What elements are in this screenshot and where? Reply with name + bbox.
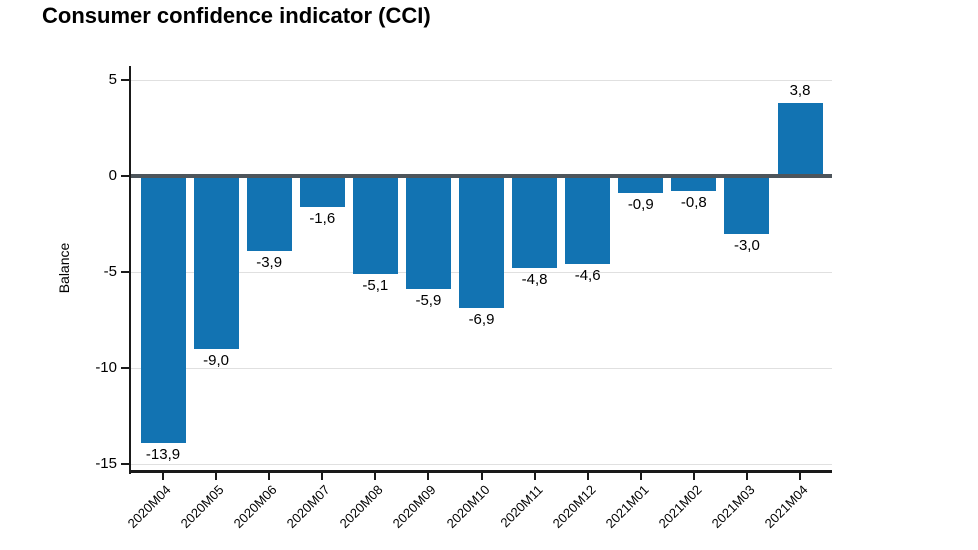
value-label: -1,6: [309, 209, 336, 227]
value-label: -5,9: [415, 292, 442, 310]
y-tick-label: -15: [95, 455, 117, 472]
bar-2020M06: [246, 176, 292, 251]
x-axis-tick: [692, 473, 695, 480]
x-tick-label: 2021M01: [602, 482, 652, 531]
value-label: -6,9: [468, 311, 495, 329]
x-tick-label: 2020M05: [177, 482, 227, 531]
chart-title: Consumer confidence indicator (CCI): [42, 3, 431, 28]
bar-2021M03: [724, 176, 770, 234]
y-axis-tick: [121, 463, 129, 465]
x-tick-label: 2020M06: [230, 482, 280, 531]
bar-2020M10: [459, 176, 504, 309]
bar-2020M07: [299, 176, 345, 207]
bar-2020M12: [565, 176, 611, 265]
bar-2020M04: [140, 176, 186, 443]
x-axis-tick: [321, 473, 324, 480]
bar-2020M08: [352, 176, 398, 274]
value-label: -3,9: [256, 253, 283, 271]
x-tick-label: 2020M08: [336, 482, 386, 531]
value-label: -9,0: [203, 351, 229, 369]
value-label: -4,6: [574, 267, 601, 285]
value-label: -0,9: [627, 196, 654, 214]
bar-2021M04: [777, 103, 823, 176]
x-tick-label: 2020M10: [443, 482, 493, 531]
x-axis-tick: [374, 473, 377, 480]
x-axis-tick: [586, 473, 589, 480]
plot-area: -13,9 -9,0 -3,9 -1,6 -5,1 -5,9 -6,9 -4,8 -4,6 -0,…: [131, 66, 832, 470]
x-tick-label: 2020M12: [549, 482, 599, 531]
value-label: -13,9: [145, 445, 181, 463]
zero-line: [131, 174, 832, 178]
y-axis-tick: [121, 175, 129, 177]
x-tick-label: 2021M03: [708, 482, 758, 531]
value-label: -4,8: [521, 271, 548, 289]
x-axis-line: [129, 470, 832, 473]
value-label: 3,8: [789, 82, 811, 100]
bar-2020M11: [512, 176, 558, 269]
gridline: [131, 368, 832, 369]
value-label: -3,0: [733, 236, 760, 254]
x-axis-tick: [639, 473, 642, 480]
x-axis-tick: [533, 473, 536, 480]
x-tick-label: 2020M09: [390, 482, 440, 531]
bar-2020M09: [405, 176, 451, 290]
y-tick-label: 0: [108, 167, 117, 184]
y-axis-tick: [121, 367, 129, 369]
x-tick-label: 2020M04: [124, 482, 174, 531]
x-axis-tick: [215, 473, 218, 480]
y-tick-label: -5: [103, 263, 117, 280]
value-label: -5,1: [362, 276, 389, 294]
x-tick-label: 2021M02: [655, 482, 705, 531]
x-axis-tick: [162, 473, 164, 480]
bar-2021M02: [671, 176, 717, 192]
bar-2021M01: [618, 176, 664, 194]
x-tick-label: 2020M07: [283, 482, 333, 531]
y-tick-label: -10: [95, 359, 117, 376]
y-axis-tick: [121, 79, 129, 81]
gridline: [131, 80, 832, 81]
x-axis-tick: [480, 473, 483, 480]
gridline: [131, 464, 832, 465]
x-axis-tick: [268, 473, 271, 480]
x-tick-label: 2020M11: [496, 482, 546, 531]
y-axis-line: [129, 66, 131, 474]
x-axis-tick: [745, 473, 748, 480]
y-tick-label: 5: [108, 71, 117, 88]
x-axis-tick: [427, 473, 430, 480]
y-axis-tick: [121, 271, 129, 273]
x-tick-label: 2021M04: [761, 482, 811, 531]
bar-2020M05: [193, 176, 239, 349]
value-label: -0,8: [680, 194, 707, 212]
x-axis-tick: [799, 473, 801, 480]
